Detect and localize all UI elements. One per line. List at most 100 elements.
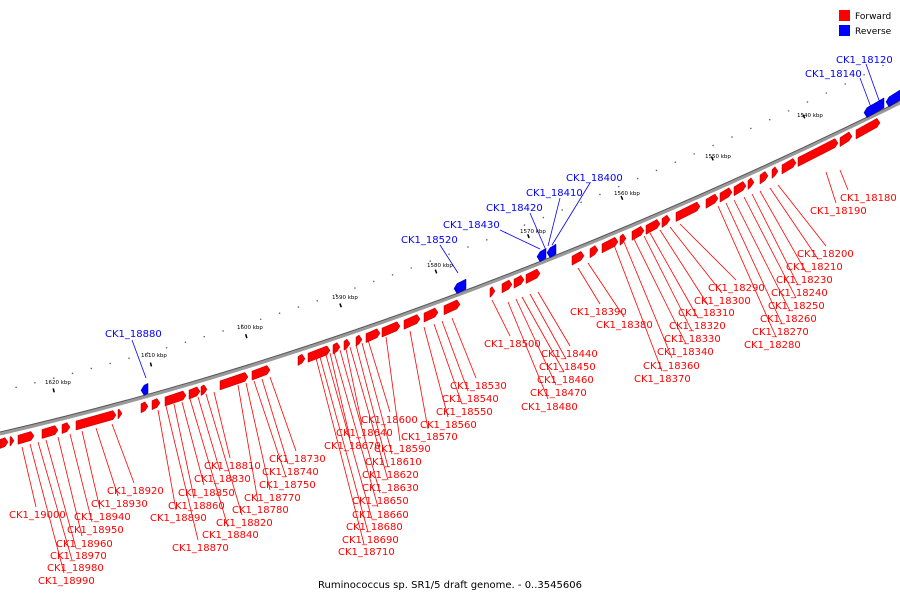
gene-label-forward: CK1_18970 — [50, 551, 107, 562]
gene-label-line — [623, 241, 673, 359]
gene-label-line — [743, 196, 797, 299]
gene-forward — [188, 386, 201, 400]
scale-minor-tick — [485, 239, 488, 241]
gene-forward — [501, 279, 513, 294]
gene-label-line — [759, 190, 807, 273]
scale-minor-tick — [787, 110, 790, 112]
scale-minor-tick — [259, 318, 262, 321]
gene-label-line — [547, 197, 561, 247]
gene-label-forward: CK1_18390 — [570, 307, 627, 318]
gene-forward — [513, 275, 525, 289]
gene-forward — [855, 117, 881, 140]
gene-label-line — [725, 202, 783, 325]
scale-minor-tick — [71, 372, 74, 375]
gene-label-line — [111, 423, 135, 484]
gene-forward — [117, 408, 123, 420]
gene-label-forward: CK1_18180 — [840, 193, 897, 204]
gene-label-line — [537, 291, 571, 347]
scale-label: 1620 kbp — [45, 380, 71, 386]
scale-minor-tick — [165, 346, 168, 349]
gene-label-reverse: CK1_18140 — [805, 69, 862, 80]
gene-label-forward: CK1_18610 — [365, 457, 422, 468]
gene-label-line — [491, 299, 511, 337]
gene-label-forward: CK1_18320 — [669, 321, 726, 332]
gene-label-forward: CK1_18470 — [530, 388, 587, 399]
gene-label-line — [181, 401, 205, 486]
gene-label-line — [515, 298, 557, 386]
scale-minor-tick — [806, 101, 809, 103]
scale-minor-tick — [52, 377, 55, 379]
gene-forward — [781, 158, 797, 175]
gene-label-line — [245, 382, 271, 491]
scale-minor-tick — [712, 144, 714, 147]
gene-label-forward: CK1_18660 — [352, 510, 409, 521]
gene-forward — [41, 425, 59, 439]
gene-forward — [219, 372, 249, 391]
gene-forward — [747, 177, 755, 191]
gene-label-line — [865, 63, 881, 104]
gene-forward — [151, 398, 161, 411]
gene-forward — [619, 233, 627, 246]
gene-label-forward: CK1_18670 — [324, 441, 381, 452]
gene-forward — [759, 171, 769, 185]
scale-minor-tick — [561, 209, 563, 211]
gene-forward — [631, 225, 645, 241]
scale-minor-tick — [222, 330, 224, 332]
scale-minor-tick — [617, 185, 620, 188]
gene-forward — [645, 219, 661, 235]
gene-label-reverse: CK1_18420 — [486, 203, 543, 214]
gene-label-forward: CK1_18990 — [38, 576, 95, 587]
gene-label-line — [269, 376, 297, 452]
scale-label: 1570 kbp — [520, 229, 546, 235]
legend-reverse-swatch — [839, 25, 850, 36]
gene-label-forward: CK1_18290 — [708, 283, 765, 294]
gene-forward — [489, 286, 496, 299]
gene-label-line — [551, 182, 591, 246]
scale-minor-tick — [636, 177, 639, 180]
gene-label-line — [717, 205, 777, 338]
scale-minor-tick — [467, 246, 469, 248]
gene-label-forward: CK1_18710 — [338, 547, 395, 558]
legend-forward-label: Forward — [855, 12, 891, 22]
gene-label-line — [669, 226, 723, 294]
gene-label-forward: CK1_18640 — [336, 428, 393, 439]
gene-label-forward: CK1_18590 — [374, 444, 431, 455]
scale-minor-tick — [655, 169, 658, 172]
gene-label-line — [521, 296, 565, 373]
gene-label-forward: CK1_18340 — [657, 347, 714, 358]
gene-label-forward: CK1_18450 — [539, 362, 596, 373]
gene-label-line — [157, 409, 177, 511]
scale-minor-tick — [128, 357, 130, 360]
gene-label-line — [237, 384, 259, 503]
gene-reverse — [546, 243, 557, 259]
gene-forward — [200, 384, 208, 397]
gene-forward — [343, 338, 351, 351]
gene-label-line — [173, 403, 195, 499]
scale-minor-tick — [825, 92, 828, 94]
gene-label-forward: CK1_18240 — [771, 288, 828, 299]
scale-minor-tick — [674, 161, 677, 163]
gene-label-reverse: CK1_18400 — [566, 173, 623, 184]
gene-label-forward: CK1_18960 — [56, 539, 113, 550]
scale-minor-tick — [410, 267, 413, 269]
scale-minor-tick — [278, 312, 281, 315]
scale-minor-tick — [109, 362, 111, 365]
gene-label-line — [319, 356, 369, 533]
gene-label-line — [95, 427, 119, 497]
scale-minor-tick — [297, 306, 300, 308]
gene-label-forward: CK1_18860 — [168, 501, 225, 512]
gene-label-line — [587, 262, 625, 318]
gene-label-reverse: CK1_18410 — [526, 188, 583, 199]
gene-label-forward: CK1_18550 — [436, 407, 493, 418]
gene-reverse — [536, 247, 547, 263]
gene-label-forward: CK1_18890 — [150, 513, 207, 524]
gene-label-forward: CK1_18440 — [541, 349, 598, 360]
legend-reverse-label: Reverse — [855, 27, 892, 37]
gene-label-line — [409, 330, 429, 430]
gene-label-line — [659, 229, 709, 306]
scale-minor-tick — [372, 280, 375, 283]
gene-label-forward: CK1_18980 — [47, 563, 104, 574]
gene-label-line — [839, 169, 849, 191]
gene-label-line — [69, 433, 93, 523]
